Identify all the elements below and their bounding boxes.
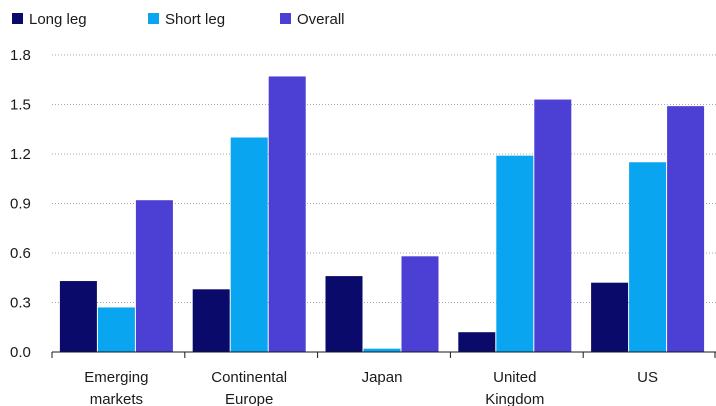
x-category-label: Continental [211,369,287,386]
legend-label: Long leg [29,11,87,28]
bar-short-leg [230,137,268,352]
x-axis: Emerging markets Continental Europe Japan Uni… [51,351,716,406]
x-category-label: Europe [225,391,273,406]
bar-overall [135,200,173,352]
x-category-label: Emerging [84,369,148,386]
y-tick-label: 0.9 [10,196,31,213]
legend-swatch [12,13,23,24]
bar-overall [401,256,439,352]
y-tick-label: 1.2 [10,146,31,163]
x-category-label: Kingdom [485,391,544,406]
bar-overall [268,76,306,352]
bar-long-leg [325,276,363,352]
bar-long-leg [59,281,97,352]
y-tick-label: 1.5 [10,97,31,114]
bar-overall [534,99,572,352]
bar-long-leg [591,282,629,352]
y-tick-label: 0.0 [10,344,31,361]
legend: Long leg Short leg Overall [12,11,345,28]
bar-overall [667,106,705,353]
x-category-label: markets [90,391,143,406]
legend-swatch [148,13,159,24]
bar-short-leg [629,162,667,352]
x-category-label: US [637,369,658,386]
legend-label: Short leg [165,11,225,28]
bar-long-leg [458,332,496,352]
bar-short-leg [97,307,135,352]
x-category-label: United [493,369,536,386]
bar-long-leg [192,289,230,352]
legend-swatch [280,13,291,24]
x-category-label: Japan [362,369,403,386]
bars [59,76,705,353]
bar-short-leg [496,155,534,352]
bar-short-leg [363,348,401,352]
y-tick-label: 0.3 [10,295,31,312]
y-tick-label: 1.8 [10,47,31,64]
y-axis-ticks: 0.0 0.3 0.6 0.9 1.2 1.5 1.8 [10,47,31,361]
y-tick-label: 0.6 [10,245,31,262]
legend-label: Overall [297,11,345,28]
